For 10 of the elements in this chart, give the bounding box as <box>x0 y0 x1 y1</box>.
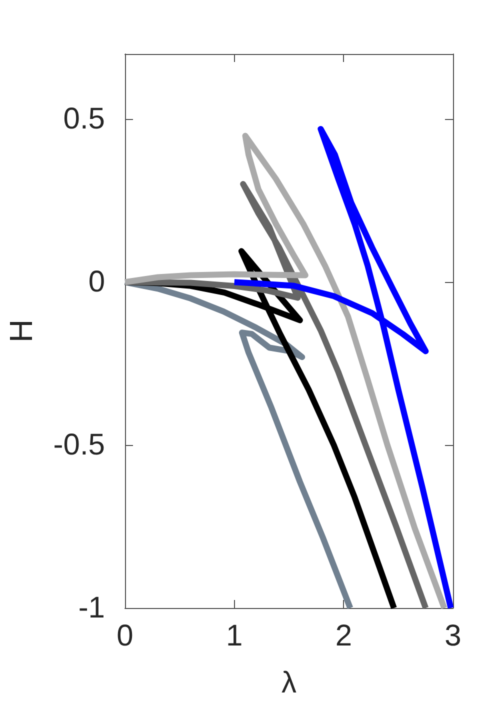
x-tick-label: 3 <box>444 620 462 652</box>
y-axis-title: H <box>3 319 39 343</box>
x-axis-title: λ <box>282 666 296 700</box>
x-tick-label: 1 <box>226 620 243 652</box>
x-tick-label: 2 <box>335 620 352 652</box>
y-tick-label: 0.5 <box>63 102 105 136</box>
y-tick-label: 0 <box>88 266 105 299</box>
x-tick-label: 0 <box>116 620 134 652</box>
y-tick-label: -1 <box>78 592 105 624</box>
y-tick-label: -0.5 <box>53 428 105 462</box>
